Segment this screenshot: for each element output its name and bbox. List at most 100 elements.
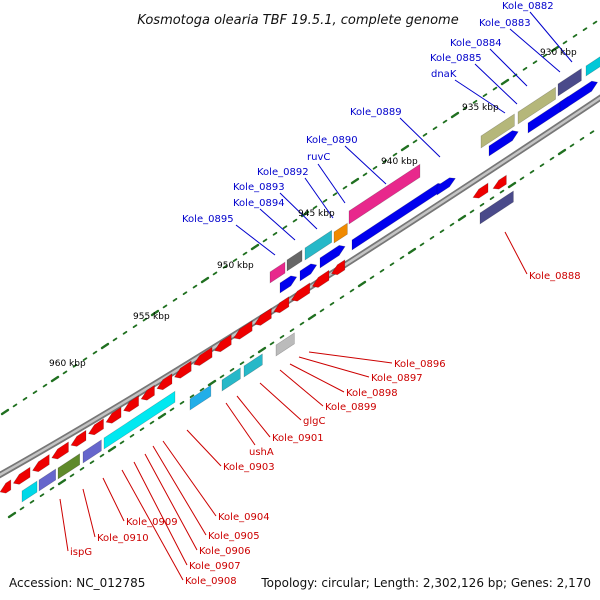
kbp-label-935: 935 kbp: [462, 103, 499, 113]
inner-tick: [307, 313, 317, 321]
gene-label-kole-0908[interactable]: Kole_0908: [185, 576, 237, 587]
forward-gene: [299, 263, 318, 282]
leader-line: [133, 461, 188, 566]
inner-tick: [189, 394, 195, 399]
inner-tick: [329, 301, 335, 306]
inner-tick: [379, 268, 385, 273]
outer-tick: [122, 330, 128, 335]
inner-tick: [479, 202, 485, 207]
outer-tick: [32, 390, 38, 395]
inner-tick: [89, 460, 95, 465]
outer-tick: [100, 342, 110, 350]
gene-label-dnak[interactable]: dnaK: [431, 69, 457, 80]
gene-label-kole-0893[interactable]: Kole_0893: [233, 182, 285, 193]
inner-tick: [7, 511, 17, 519]
gene-label-kole-0904[interactable]: Kole_0904: [218, 512, 270, 523]
outer-tick: [350, 177, 360, 185]
gene-label-kole-0892[interactable]: Kole_0892: [257, 167, 309, 178]
gene-label-kole-0910[interactable]: Kole_0910: [97, 533, 149, 544]
reverse-gene: [51, 441, 69, 460]
leader-line: [235, 224, 276, 256]
inner-tick: [507, 181, 517, 189]
gene-block-teal: [304, 229, 333, 261]
gene-block-slate: [479, 190, 514, 225]
inner-tick: [407, 247, 417, 255]
gene-label-kole-0903[interactable]: Kole_0903: [223, 462, 275, 473]
gene-label-kole-0898[interactable]: Kole_0898: [346, 388, 398, 399]
leader-line: [474, 63, 518, 105]
outer-tick: [562, 40, 568, 45]
forward-gene: [436, 177, 456, 196]
gene-label-kole-0896[interactable]: Kole_0896: [394, 359, 446, 370]
reverse-gene: [140, 384, 155, 401]
outer-tick: [422, 132, 428, 137]
inner-tick: [557, 148, 567, 156]
gene-label-kole-0883[interactable]: Kole_0883: [479, 18, 531, 29]
outer-tick: [42, 383, 48, 388]
outer-tick: [542, 53, 548, 58]
inner-tick: [449, 222, 455, 227]
reverse-gene: [330, 259, 346, 276]
inner-tick: [429, 235, 435, 240]
gene-label-kole-0907[interactable]: Kole_0907: [189, 561, 241, 572]
backbone-track: [0, 94, 600, 479]
gene-label-kole-0884[interactable]: Kole_0884: [450, 38, 502, 49]
inner-tick: [539, 163, 545, 168]
accession-text: Accession: NC_012785: [9, 576, 146, 590]
leader-line: [121, 469, 184, 581]
inner-tick: [579, 136, 585, 141]
inner-tick: [299, 321, 305, 326]
gene-label-kole-0894[interactable]: Kole_0894: [233, 198, 285, 209]
reverse-gene: [105, 406, 122, 424]
inner-tick: [339, 295, 345, 300]
outer-tick: [272, 231, 278, 236]
inner-tick: [549, 156, 555, 161]
outer-tick: [82, 357, 88, 362]
leader-line: [509, 28, 561, 73]
gene-label-kole-0906[interactable]: Kole_0906: [199, 546, 251, 557]
kbp-label-960: 960 kbp: [49, 359, 86, 369]
gene-label-usha[interactable]: ushA: [249, 447, 274, 458]
kbp-label-930: 930 kbp: [540, 48, 577, 58]
leader-line: [259, 382, 302, 421]
outer-tick: [572, 33, 578, 38]
gene-label-kole-0909[interactable]: Kole_0909: [126, 517, 178, 528]
outer-tick: [12, 403, 18, 408]
gene-label-kole-0901[interactable]: Kole_0901: [272, 433, 324, 444]
gene-label-kole-0899[interactable]: Kole_0899: [325, 402, 377, 413]
gene-label-kole-0885[interactable]: Kole_0885: [430, 53, 482, 64]
inner-tick: [119, 440, 125, 445]
gene-label-kole-0897[interactable]: Kole_0897: [371, 373, 423, 384]
inner-tick: [257, 346, 267, 354]
reverse-gene: [290, 282, 311, 302]
leader-line: [259, 208, 296, 241]
leader-line: [344, 145, 387, 185]
outer-tick: [262, 238, 268, 243]
gene-label-kole-0895[interactable]: Kole_0895: [182, 214, 234, 225]
outer-tick: [332, 192, 338, 197]
inner-tick: [569, 143, 575, 148]
gene-label-kole-0905[interactable]: Kole_0905: [208, 531, 260, 542]
gene-label-kole-0889[interactable]: Kole_0889: [350, 107, 402, 118]
inner-tick: [279, 334, 285, 339]
outer-tick: [362, 172, 368, 177]
outer-tick: [442, 119, 448, 124]
outer-tick: [500, 78, 510, 86]
gene-label-kole-0882[interactable]: Kole_0882: [502, 1, 554, 12]
gene-label-kole-0890[interactable]: Kole_0890: [306, 135, 358, 146]
outer-tick: [432, 126, 438, 131]
inner-tick: [399, 255, 405, 260]
gene-label-ruvc[interactable]: ruvC: [307, 152, 330, 163]
leader-line: [225, 402, 256, 446]
gene-label-kole-0888[interactable]: Kole_0888: [529, 271, 581, 282]
outer-tick: [592, 20, 598, 25]
gene-label-glgc[interactable]: glgC: [303, 416, 325, 427]
inner-tick: [107, 445, 117, 453]
gene-label-ispg[interactable]: ispG: [70, 547, 92, 558]
outer-tick: [522, 66, 528, 71]
inner-tick: [169, 407, 175, 412]
inner-tick: [489, 196, 495, 201]
reverse-gene: [472, 182, 489, 199]
reverse-gene: [214, 334, 232, 353]
inner-tick: [199, 387, 205, 392]
